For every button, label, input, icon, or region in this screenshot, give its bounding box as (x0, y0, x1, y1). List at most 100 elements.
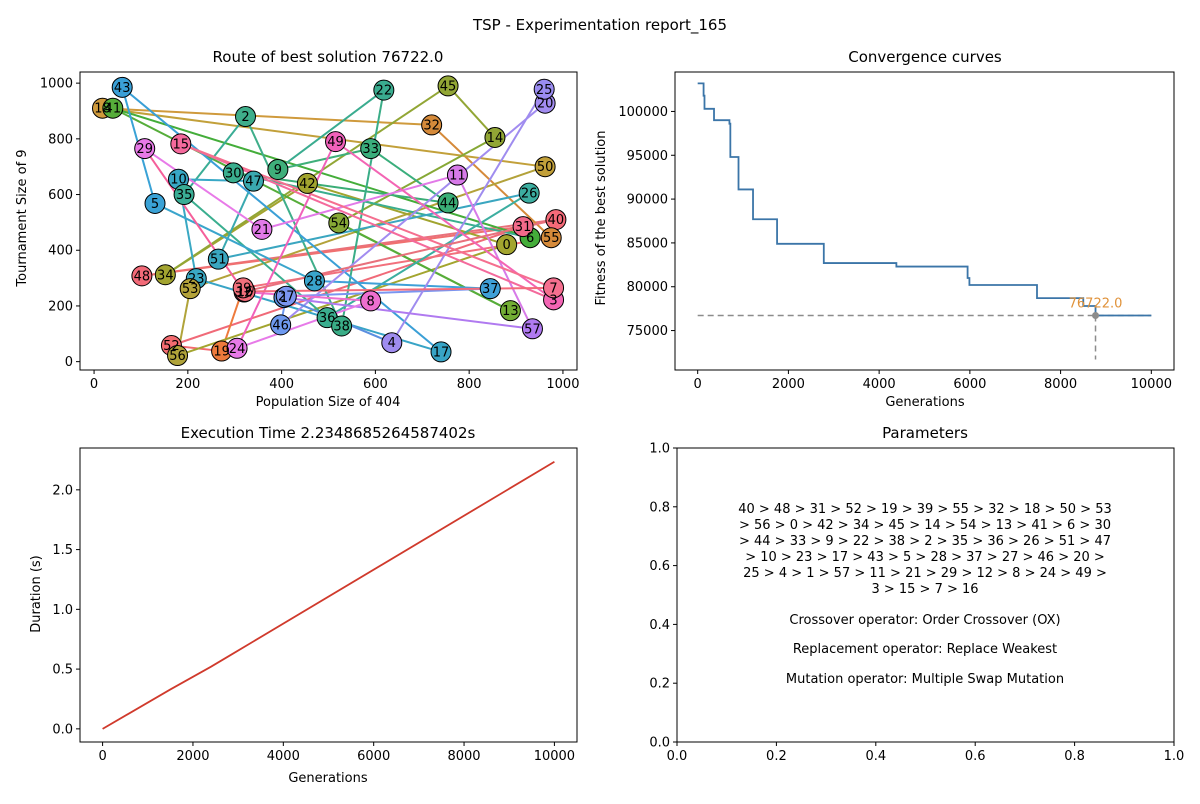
city-label: 57 (524, 322, 541, 337)
parameters-x-tick-label: 0.2 (766, 749, 787, 764)
execution-time-y-tick-label: 0.5 (52, 663, 73, 678)
route-segment (244, 291, 371, 302)
city-label: 11 (449, 169, 466, 184)
route-x-tick-label: 1000 (546, 377, 579, 392)
execution-time-x-tick-label: 8000 (447, 749, 480, 764)
figure-suptitle: TSP - Experimentation report_165 (472, 16, 727, 35)
city-label: 46 (272, 318, 289, 333)
city-label: 41 (105, 102, 122, 117)
city-marker (207, 248, 229, 270)
city-label: 19 (213, 345, 230, 360)
route-segment (154, 202, 315, 282)
route-segment (183, 115, 247, 196)
execution-time-panel: Execution Time 2.2348685264587402s Gener… (29, 424, 578, 786)
parameters-x-tick-label: 0.4 (865, 749, 886, 764)
city-label: 53 (182, 282, 199, 297)
route-segment (307, 182, 507, 246)
city-label: 32 (423, 118, 440, 133)
route-x-tick-label: 0 (90, 377, 98, 392)
city-marker (275, 285, 297, 307)
parameters-y-tick-label: 0.0 (649, 736, 670, 751)
city-label: 6 (526, 231, 534, 246)
city-marker (484, 126, 506, 148)
city-marker (437, 75, 459, 97)
city-label: 54 (331, 216, 348, 231)
param-route-line-5: 3 > 15 > 7 > 16 (871, 582, 978, 597)
execution-time-x-tick-label: 0 (98, 749, 106, 764)
city-marker (496, 234, 518, 256)
city-marker (235, 106, 257, 128)
parameters-y-tick-label: 0.2 (649, 677, 670, 692)
city-marker (328, 212, 350, 234)
city-marker (521, 318, 543, 340)
city-label: 18 (94, 102, 111, 117)
convergence-x-tick-label: 0 (694, 377, 702, 392)
convergence-y-tick-label: 80000 (627, 280, 668, 295)
route-x-tick-label: 800 (457, 377, 482, 392)
route-segment (314, 279, 491, 290)
city-label: 28 (306, 274, 323, 289)
city-label: 20 (537, 97, 554, 112)
parameters-x-tick-label: 0.0 (667, 749, 688, 764)
city-label: 14 (487, 131, 504, 146)
route-segment (283, 296, 533, 330)
city-marker (134, 138, 156, 160)
route-segment (144, 147, 263, 231)
city-label: 1 (280, 291, 288, 306)
city-label: 29 (136, 142, 153, 157)
convergence-line (697, 82, 1152, 317)
city-marker (543, 277, 565, 299)
city-marker (499, 300, 521, 322)
city-marker (242, 170, 264, 192)
route-segment (141, 225, 524, 277)
route-y-tick-label: 400 (48, 244, 73, 259)
city-marker (270, 314, 292, 336)
param-route-line-2: > 44 > 33 > 9 > 22 > 38 > 2 > 35 > 36 > … (739, 534, 1111, 549)
execution-time-y-tick-label: 0.0 (52, 722, 73, 737)
city-label: 50 (537, 160, 554, 175)
city-marker (381, 332, 403, 354)
city-marker (154, 264, 176, 286)
convergence-x-tick-label: 6000 (953, 377, 986, 392)
route-segment (456, 174, 534, 330)
param-route-line-1: > 56 > 0 > 42 > 34 > 45 > 14 > 54 > 13 >… (739, 518, 1111, 533)
city-label: 35 (176, 188, 193, 203)
route-y-tick-label: 0 (65, 355, 73, 370)
convergence-panel: Convergence curves Generations Fitness o… (594, 48, 1175, 410)
city-label: 16 (237, 285, 254, 300)
param-replacement: Replacement operator: Replace Weakest (793, 642, 1057, 657)
city-marker (540, 227, 562, 249)
city-marker (518, 182, 540, 204)
route-x-axis-label: Population Size of 404 (256, 395, 401, 410)
route-segment (102, 107, 546, 168)
route-y-tick-label: 1000 (40, 77, 73, 92)
city-marker (479, 278, 501, 300)
route-segment (180, 142, 554, 289)
route-segment (430, 124, 552, 239)
city-label: 5 (151, 197, 159, 212)
convergence-x-axis-label: Generations (885, 395, 965, 410)
execution-time-x-tick-label: 10000 (534, 749, 575, 764)
city-label: 40 (548, 213, 565, 228)
city-marker (373, 79, 395, 101)
city-marker (430, 341, 452, 363)
route-segment (102, 107, 432, 126)
city-marker (170, 133, 192, 155)
route-x-tick-label: 400 (269, 377, 294, 392)
city-marker (446, 164, 468, 186)
convergence-axes-frame (674, 71, 1175, 371)
city-label: 26 (521, 187, 538, 202)
route-segment (390, 88, 546, 344)
route-segment (177, 243, 507, 357)
convergence-y-tick-label: 100000 (618, 105, 668, 120)
city-marker (421, 114, 443, 136)
city-marker (173, 184, 195, 206)
execution-time-panel-title: Execution Time 2.2348685264587402s (181, 424, 476, 442)
city-marker (179, 278, 201, 300)
convergence-y-tick-label: 75000 (627, 324, 668, 339)
city-label: 37 (482, 282, 499, 297)
route-segment (326, 192, 530, 319)
execution-time-y-tick-label: 1.5 (52, 543, 73, 558)
city-label: 31 (515, 220, 532, 235)
